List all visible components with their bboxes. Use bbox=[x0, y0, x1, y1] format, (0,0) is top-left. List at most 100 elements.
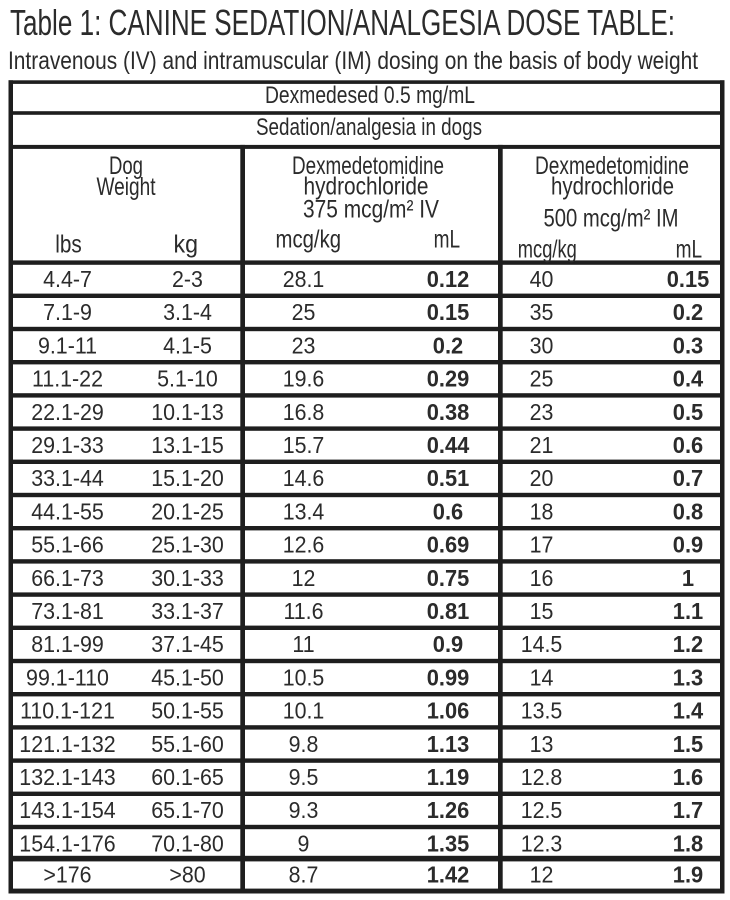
svg-text:1.9: 1.9 bbox=[673, 862, 703, 888]
svg-text:1.35: 1.35 bbox=[427, 830, 470, 856]
svg-text:40: 40 bbox=[530, 266, 554, 292]
svg-text:33.1-44: 33.1-44 bbox=[31, 465, 104, 491]
svg-text:29.1-33: 29.1-33 bbox=[31, 432, 104, 458]
svg-text:12.6: 12.6 bbox=[283, 532, 325, 558]
svg-text:28.1: 28.1 bbox=[283, 266, 325, 292]
svg-text:>80: >80 bbox=[169, 862, 205, 888]
svg-text:44.1-55: 44.1-55 bbox=[31, 498, 104, 524]
svg-text:25: 25 bbox=[292, 299, 316, 325]
svg-text:154.1-176: 154.1-176 bbox=[19, 830, 115, 856]
svg-text:0.81: 0.81 bbox=[427, 598, 470, 624]
svg-text:0.15: 0.15 bbox=[667, 266, 710, 292]
svg-text:0.29: 0.29 bbox=[427, 366, 470, 392]
svg-text:0.38: 0.38 bbox=[427, 399, 470, 425]
svg-text:11.1-22: 11.1-22 bbox=[32, 366, 103, 392]
svg-text:15: 15 bbox=[530, 598, 554, 624]
svg-text:0.7: 0.7 bbox=[673, 465, 703, 491]
svg-text:16.8: 16.8 bbox=[283, 399, 325, 425]
svg-text:1.42: 1.42 bbox=[427, 862, 470, 888]
svg-text:10.1: 10.1 bbox=[283, 698, 325, 724]
svg-text:37.1-45: 37.1-45 bbox=[151, 631, 224, 657]
svg-text:23: 23 bbox=[292, 332, 316, 358]
svg-text:Dog: Dog bbox=[109, 152, 143, 180]
svg-text:0.44: 0.44 bbox=[427, 432, 470, 458]
svg-text:2-3: 2-3 bbox=[172, 266, 203, 292]
svg-text:mcg/kg: mcg/kg bbox=[276, 226, 342, 254]
svg-text:0.6: 0.6 bbox=[673, 432, 703, 458]
svg-text:9.5: 9.5 bbox=[289, 764, 319, 790]
svg-text:0.69: 0.69 bbox=[427, 532, 470, 558]
svg-text:hydrochloride: hydrochloride bbox=[551, 173, 674, 201]
svg-text:22.1-29: 22.1-29 bbox=[31, 399, 104, 425]
svg-text:12: 12 bbox=[292, 565, 316, 591]
svg-text:65.1-70: 65.1-70 bbox=[151, 797, 224, 823]
svg-text:Weight: Weight bbox=[97, 173, 156, 201]
svg-text:3.1-4: 3.1-4 bbox=[163, 299, 212, 325]
svg-text:1: 1 bbox=[682, 565, 694, 591]
svg-text:0.12: 0.12 bbox=[427, 266, 470, 292]
svg-text:1.7: 1.7 bbox=[673, 797, 703, 823]
svg-text:0.99: 0.99 bbox=[427, 664, 470, 690]
svg-text:9: 9 bbox=[298, 830, 310, 856]
svg-text:45.1-50: 45.1-50 bbox=[151, 664, 224, 690]
svg-text:25.1-30: 25.1-30 bbox=[151, 532, 224, 558]
svg-text:10.5: 10.5 bbox=[283, 664, 325, 690]
svg-text:10.1-13: 10.1-13 bbox=[151, 399, 224, 425]
svg-text:500 mcg/m² IM: 500 mcg/m² IM bbox=[544, 205, 679, 233]
svg-text:0.3: 0.3 bbox=[673, 332, 703, 358]
svg-text:12.5: 12.5 bbox=[521, 797, 563, 823]
svg-text:Intravenous (IV) and intramusc: Intravenous (IV) and intramuscular (IM) … bbox=[8, 47, 698, 75]
svg-text:lbs: lbs bbox=[55, 230, 82, 258]
svg-text:8.7: 8.7 bbox=[289, 862, 319, 888]
svg-text:12.3: 12.3 bbox=[521, 830, 563, 856]
svg-text:66.1-73: 66.1-73 bbox=[31, 565, 104, 591]
svg-text:1.1: 1.1 bbox=[673, 598, 704, 624]
svg-text:18: 18 bbox=[530, 498, 554, 524]
svg-text:12.8: 12.8 bbox=[521, 764, 563, 790]
svg-text:1.13: 1.13 bbox=[427, 731, 470, 757]
svg-text:0.6: 0.6 bbox=[433, 498, 463, 524]
svg-text:14: 14 bbox=[530, 664, 554, 690]
svg-text:7.1-9: 7.1-9 bbox=[43, 299, 92, 325]
svg-text:1.5: 1.5 bbox=[673, 731, 704, 757]
svg-text:14.6: 14.6 bbox=[283, 465, 325, 491]
svg-text:mL: mL bbox=[434, 226, 461, 254]
svg-text:mcg/kg: mcg/kg bbox=[518, 236, 577, 264]
svg-text:Table 1: CANINE SEDATION/ANALG: Table 1: CANINE SEDATION/ANALGESIA DOSE … bbox=[10, 2, 675, 43]
svg-text:13.5: 13.5 bbox=[521, 698, 563, 724]
svg-text:1.19: 1.19 bbox=[427, 764, 470, 790]
svg-text:70.1-80: 70.1-80 bbox=[151, 830, 224, 856]
svg-text:>176: >176 bbox=[43, 862, 91, 888]
svg-text:30: 30 bbox=[530, 332, 554, 358]
svg-text:16: 16 bbox=[530, 565, 554, 591]
svg-text:81.1-99: 81.1-99 bbox=[31, 631, 104, 657]
svg-text:0.5: 0.5 bbox=[673, 399, 704, 425]
svg-text:13: 13 bbox=[530, 731, 554, 757]
svg-text:1.26: 1.26 bbox=[427, 797, 470, 823]
svg-text:0.8: 0.8 bbox=[673, 498, 704, 524]
svg-text:30.1-33: 30.1-33 bbox=[151, 565, 224, 591]
svg-text:0.9: 0.9 bbox=[433, 631, 463, 657]
svg-text:33.1-37: 33.1-37 bbox=[151, 598, 224, 624]
svg-text:13.4: 13.4 bbox=[283, 498, 325, 524]
svg-text:1.06: 1.06 bbox=[427, 698, 470, 724]
svg-text:1.4: 1.4 bbox=[673, 698, 704, 724]
svg-text:0.51: 0.51 bbox=[427, 465, 470, 491]
svg-text:25: 25 bbox=[530, 366, 554, 392]
svg-text:121.1-132: 121.1-132 bbox=[19, 731, 115, 757]
svg-text:Dexmedesed 0.5 mg/mL: Dexmedesed 0.5 mg/mL bbox=[265, 82, 475, 109]
svg-text:0.15: 0.15 bbox=[427, 299, 470, 325]
svg-text:11: 11 bbox=[292, 631, 314, 657]
svg-text:4.4-7: 4.4-7 bbox=[43, 266, 92, 292]
svg-text:60.1-65: 60.1-65 bbox=[151, 764, 224, 790]
svg-text:0.2: 0.2 bbox=[673, 299, 703, 325]
svg-text:hydrochloride: hydrochloride bbox=[304, 173, 429, 201]
svg-text:99.1-110: 99.1-110 bbox=[26, 664, 109, 690]
svg-text:0.2: 0.2 bbox=[433, 332, 463, 358]
svg-text:mL: mL bbox=[676, 236, 703, 264]
svg-text:0.9: 0.9 bbox=[673, 532, 703, 558]
svg-text:1.6: 1.6 bbox=[673, 764, 703, 790]
svg-text:13.1-15: 13.1-15 bbox=[151, 432, 224, 458]
svg-text:Sedation/analgesia in dogs: Sedation/analgesia in dogs bbox=[256, 114, 482, 141]
svg-text:143.1-154: 143.1-154 bbox=[19, 797, 116, 823]
